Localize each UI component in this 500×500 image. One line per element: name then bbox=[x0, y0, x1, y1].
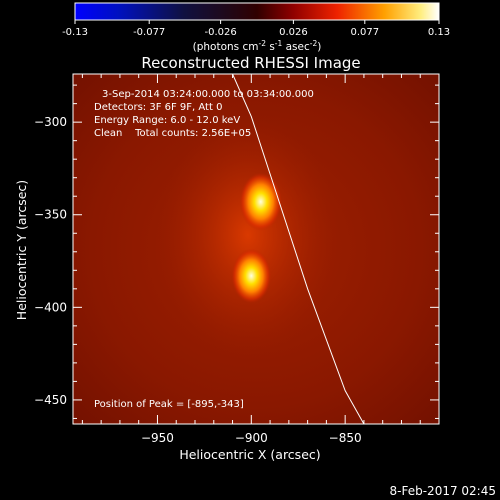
y-tick-label: −450 bbox=[34, 393, 67, 407]
sources bbox=[231, 172, 282, 304]
x-axis-label: Heliocentric X (arcsec) bbox=[179, 447, 320, 462]
y-tick-label: −400 bbox=[34, 300, 67, 314]
colorbar-tick-label: -0.077 bbox=[133, 27, 165, 38]
colorbar-tick-label: 0.077 bbox=[350, 27, 379, 38]
info-line-time: 3-Sep-2014 03:24:00.000 to 03:34:00.000 bbox=[102, 89, 314, 100]
colorbar-tick-label: 0.026 bbox=[279, 27, 308, 38]
colorbar-tick-label: -0.026 bbox=[204, 27, 236, 38]
xray-source bbox=[239, 172, 282, 231]
info-block: 3-Sep-2014 03:24:00.000 to 03:34:00.000 … bbox=[94, 89, 314, 139]
colorbar-gradient bbox=[74, 2, 440, 21]
y-tick-label: −350 bbox=[34, 208, 67, 222]
info-line-detectors: Detectors: 3F 6F 9F, Att 0 bbox=[94, 102, 222, 113]
colorbar-units: (photons cm-2 s-1 asec-2) bbox=[193, 39, 322, 53]
chart-title: Reconstructed RHESSI Image bbox=[141, 54, 360, 72]
x-tick-label: −850 bbox=[329, 431, 362, 445]
y-tick-label: −300 bbox=[34, 115, 67, 129]
emission-halo bbox=[158, 115, 338, 355]
y-axis-label: Heliocentric Y (arcsec) bbox=[14, 180, 29, 320]
plot-area bbox=[73, 74, 439, 424]
footer-date: 8-Feb-2017 02:45 bbox=[390, 484, 496, 498]
peak-position-label: Position of Peak = [-895,-343] bbox=[94, 399, 244, 410]
x-tick-label: −950 bbox=[141, 431, 174, 445]
colorbar-tick-label: 0.13 bbox=[428, 27, 450, 38]
solar-limb-arc bbox=[232, 74, 365, 424]
x-tick-label: −900 bbox=[235, 431, 268, 445]
colorbar: -0.13 -0.077 -0.026 0.026 0.077 0.13 (photons… bbox=[62, 2, 450, 53]
xray-source bbox=[231, 248, 272, 304]
colorbar-tick-label: -0.13 bbox=[62, 27, 88, 38]
y-axis: −300 −350 −400 −450 bbox=[34, 84, 439, 419]
info-line-clean: Clean Total counts: 2.56E+05 bbox=[94, 128, 251, 139]
x-axis: −950 −900 −850 bbox=[81, 74, 440, 445]
plot-frame bbox=[72, 73, 440, 425]
info-line-energy: Energy Range: 6.0 - 12.0 keV bbox=[94, 115, 240, 126]
colorbar-ticks: -0.13 -0.077 -0.026 0.026 0.077 0.13 bbox=[62, 20, 450, 38]
